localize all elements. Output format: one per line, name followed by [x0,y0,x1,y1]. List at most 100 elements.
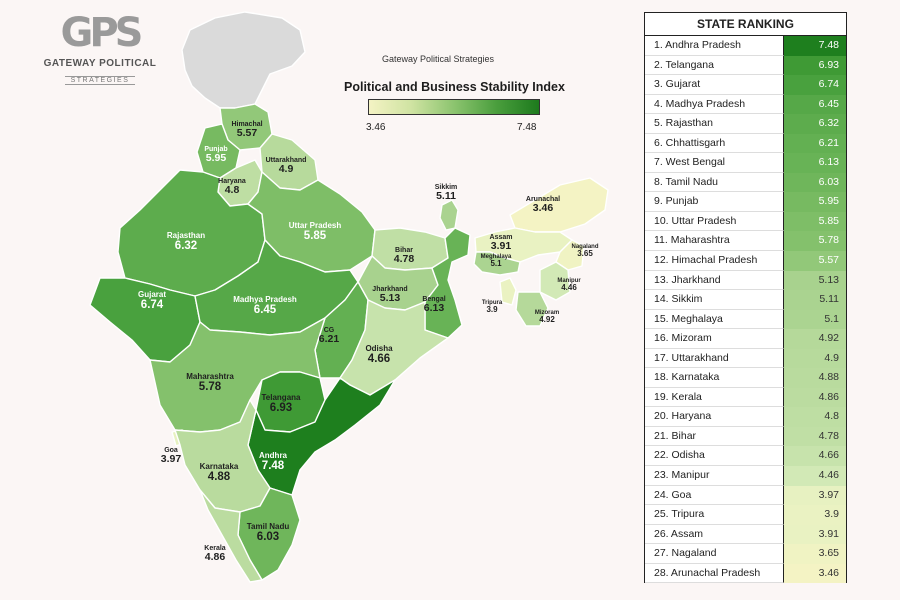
label-nagaland: Nagaland 3.65 [571,244,599,259]
ranking-row: 14. Sikkim 5.11 [645,290,846,310]
label-bengal: Bengal 6.13 [422,296,446,315]
ranking-row: 18. Karnataka 4.88 [645,368,846,388]
label-punjab: Punjab 5.95 [204,146,228,165]
state-ranking-table: STATE RANKING 1. Andhra Pradesh 7.48 2. Te… [644,12,847,584]
label-sikkim: Sikkim 5.11 [434,184,458,203]
ranking-state-name: 15. Meghalaya [645,309,784,330]
label-meghalaya: Meghalaya 5.1 [480,254,512,269]
label-haryana: Haryana 4.8 [218,178,246,197]
ranking-state-name: 17. Uttarakhand [645,348,784,369]
ranking-state-name: 2. Telangana [645,55,784,76]
ranking-row: 15. Meghalaya 5.1 [645,309,846,330]
ranking-row: 17. Uttarakhand 4.9 [645,348,846,369]
label-madhya-pradesh: Madhya Pradesh 6.45 [233,295,297,317]
ranking-header: STATE RANKING [645,13,846,36]
region-jammu-kashmir [181,11,306,109]
label-tamil-nadu: Tamil Nadu 6.03 [246,522,290,544]
ranking-state-name: 10. Uttar Pradesh [645,211,784,232]
region-sikkim [439,199,459,231]
ranking-row: 4. Madhya Pradesh 6.45 [645,94,846,115]
ranking-state-name: 7. West Bengal [645,153,784,173]
ranking-state-name: 26. Assam [645,524,784,545]
ranking-row: 13. Jharkhand 5.13 [645,270,846,291]
map-title: Political and Business Stability Index [344,80,565,94]
label-maharashtra: Maharashtra 5.78 [186,372,234,394]
ranking-row: 21. Bihar 4.78 [645,426,846,447]
ranking-score: 4.78 [784,426,846,447]
ranking-score: 7.48 [784,36,846,56]
ranking-score: 4.66 [784,446,846,467]
ranking-row: 3. Gujarat 6.74 [645,75,846,95]
ranking-score: 5.78 [784,231,846,252]
ranking-score: 3.9 [784,505,846,525]
color-scale-legend [368,99,540,115]
label-odisha: Odisha 4.66 [365,344,393,366]
ranking-state-name: 25. Tripura [645,505,784,525]
ranking-row: 1. Andhra Pradesh 7.48 [645,36,846,56]
ranking-state-name: 21. Bihar [645,426,784,447]
gps-logo: GPS GATEWAY POLITICAL STRATEGIES [30,10,170,87]
ranking-score: 6.21 [784,133,846,154]
ranking-row: 5. Rajasthan 6.32 [645,114,846,134]
label-kerala: Kerala 4.86 [204,545,226,564]
ranking-row: 9. Punjab 5.95 [645,192,846,212]
label-arunachal: Arunachal 3.46 [525,196,561,215]
label-andhra: Andhra 7.48 [259,451,287,473]
india-map [89,11,609,583]
ranking-state-name: 19. Kerala [645,387,784,408]
ranking-state-name: 23. Manipur [645,466,784,486]
ranking-score: 4.88 [784,368,846,388]
ranking-score: 6.13 [784,153,846,173]
ranking-row: 8. Tamil Nadu 6.03 [645,172,846,193]
org-name: Gateway Political Strategies [382,54,495,64]
ranking-score: 5.11 [784,290,846,310]
ranking-row: 24. Goa 3.97 [645,485,846,506]
ranking-score: 3.91 [784,524,846,545]
ranking-state-name: 13. Jharkhand [645,270,784,291]
ranking-state-name: 18. Karnataka [645,368,784,388]
region-karnataka [174,399,271,513]
ranking-score: 3.46 [784,563,846,584]
logo-subtitle: STRATEGIES [64,76,136,85]
ranking-state-name: 4. Madhya Pradesh [645,94,784,115]
legend-min-value: 3.46 [366,122,386,133]
ranking-state-name: 28. Arunachal Pradesh [645,563,784,584]
ranking-state-name: 27. Nagaland [645,544,784,564]
ranking-row: 7. West Bengal 6.13 [645,153,846,173]
ranking-score: 6.32 [784,114,846,134]
ranking-row: 23. Manipur 4.46 [645,466,846,486]
ranking-row: 6. Chhattisgarh 6.21 [645,133,846,154]
ranking-row: 20. Haryana 4.8 [645,407,846,427]
ranking-row: 2. Telangana 6.93 [645,55,846,76]
ranking-score: 4.92 [784,329,846,349]
ranking-row: 28. Arunachal Pradesh 3.46 [645,563,846,584]
label-uttarakhand: Uttarakhand 4.9 [265,157,307,176]
ranking-row: 16. Mizoram 4.92 [645,329,846,349]
ranking-row: 11. Maharashtra 5.78 [645,231,846,252]
region-tripura [499,277,517,306]
ranking-score: 5.13 [784,270,846,291]
ranking-row: 27. Nagaland 3.65 [645,544,846,564]
label-assam: Assam 3.91 [489,234,513,253]
ranking-state-name: 9. Punjab [645,192,784,212]
ranking-state-name: 14. Sikkim [645,290,784,310]
ranking-state-name: 24. Goa [645,485,784,506]
ranking-score: 3.65 [784,544,846,564]
ranking-score: 5.95 [784,192,846,212]
ranking-state-name: 3. Gujarat [645,75,784,95]
ranking-score: 5.1 [784,309,846,330]
ranking-rows: 1. Andhra Pradesh 7.48 2. Telangana 6.93 3. … [645,36,846,584]
ranking-score: 4.8 [784,407,846,427]
label-chhattisgarh: CG 6.21 [318,327,340,346]
label-himachal: Himachal 5.57 [231,121,263,140]
label-bihar: Bihar 4.78 [393,247,415,266]
ranking-score: 5.57 [784,251,846,271]
ranking-score: 3.97 [784,485,846,506]
ranking-score: 6.93 [784,55,846,76]
label-mizoram: Mizoram 4.92 [534,310,560,325]
label-karnataka: Karnataka 4.88 [199,462,239,484]
ranking-state-name: 16. Mizoram [645,329,784,349]
label-gujarat: Gujarat 6.74 [137,290,167,312]
logo-mark: GPS [60,10,144,56]
region-meghalaya [473,251,521,276]
